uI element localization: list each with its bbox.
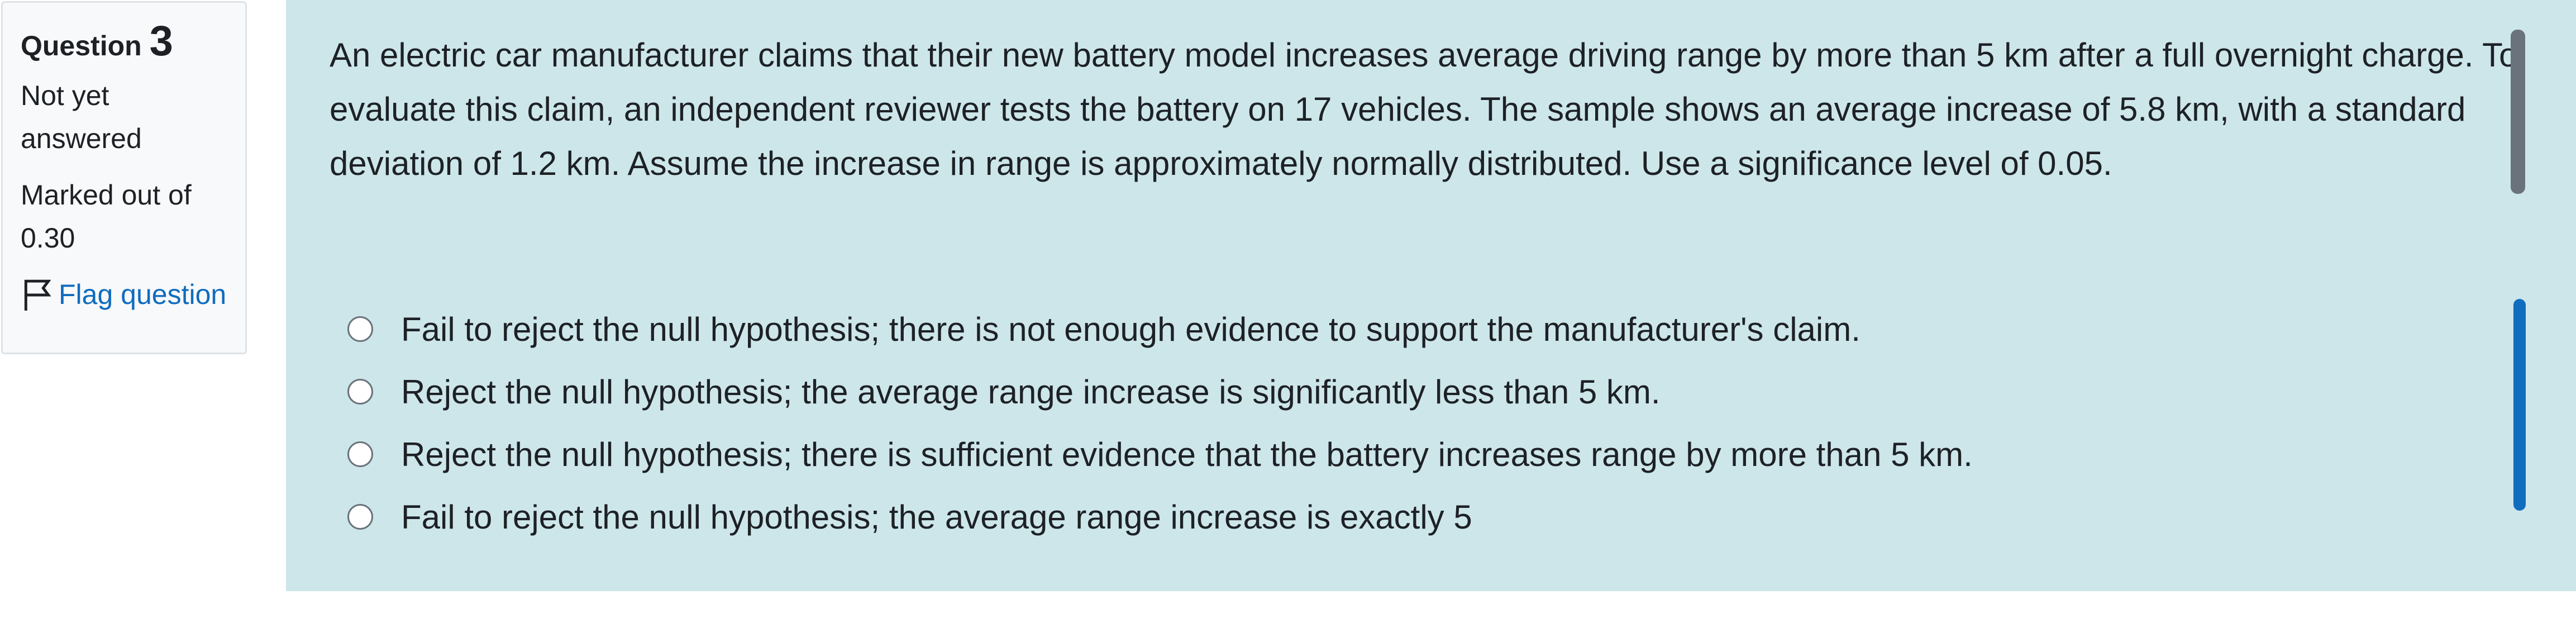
flag-question[interactable]: Flag question	[21, 273, 227, 316]
option[interactable]: Reject the null hypothesis; the average …	[347, 371, 2043, 434]
option-text[interactable]: Fail to reject the null hypothesis; ther…	[401, 311, 1861, 348]
option-text[interactable]: Reject the null hypothesis; the average …	[401, 373, 1661, 411]
question-label: Question	[21, 30, 142, 61]
question-heading: Question 3	[21, 20, 227, 68]
scrollbar[interactable]	[2513, 299, 2526, 511]
flag-icon	[24, 279, 51, 311]
radio-button[interactable]	[347, 441, 373, 467]
flag-text[interactable]: Flag question	[59, 279, 227, 310]
radio-button[interactable]	[347, 379, 373, 405]
option-text[interactable]: Reject the null hypothesis; there is suf…	[401, 436, 1973, 473]
option[interactable]: Reject the null hypothesis; there is suf…	[347, 434, 2043, 496]
radio-button[interactable]	[347, 316, 373, 342]
question-text: An electric car manufacturer claims that…	[330, 36, 2518, 182]
option[interactable]: Fail to reject the null hypothesis; ther…	[347, 308, 2043, 371]
scrollbar[interactable]	[2511, 30, 2525, 194]
option[interactable]: Fail to reject the null hypothesis; the …	[347, 496, 2043, 559]
question-state: Not yet answered	[21, 80, 142, 154]
option-text[interactable]: Fail to reject the null hypothesis; the …	[401, 498, 1472, 536]
question-panel: An electric car manufacturer claims that…	[286, 0, 2576, 591]
question-marks: Marked out of 0.30	[21, 179, 192, 254]
question-number: 3	[149, 17, 173, 65]
question-info: Question 3 Not yet answered Marked out o…	[1, 1, 247, 354]
radio-button[interactable]	[347, 504, 373, 530]
